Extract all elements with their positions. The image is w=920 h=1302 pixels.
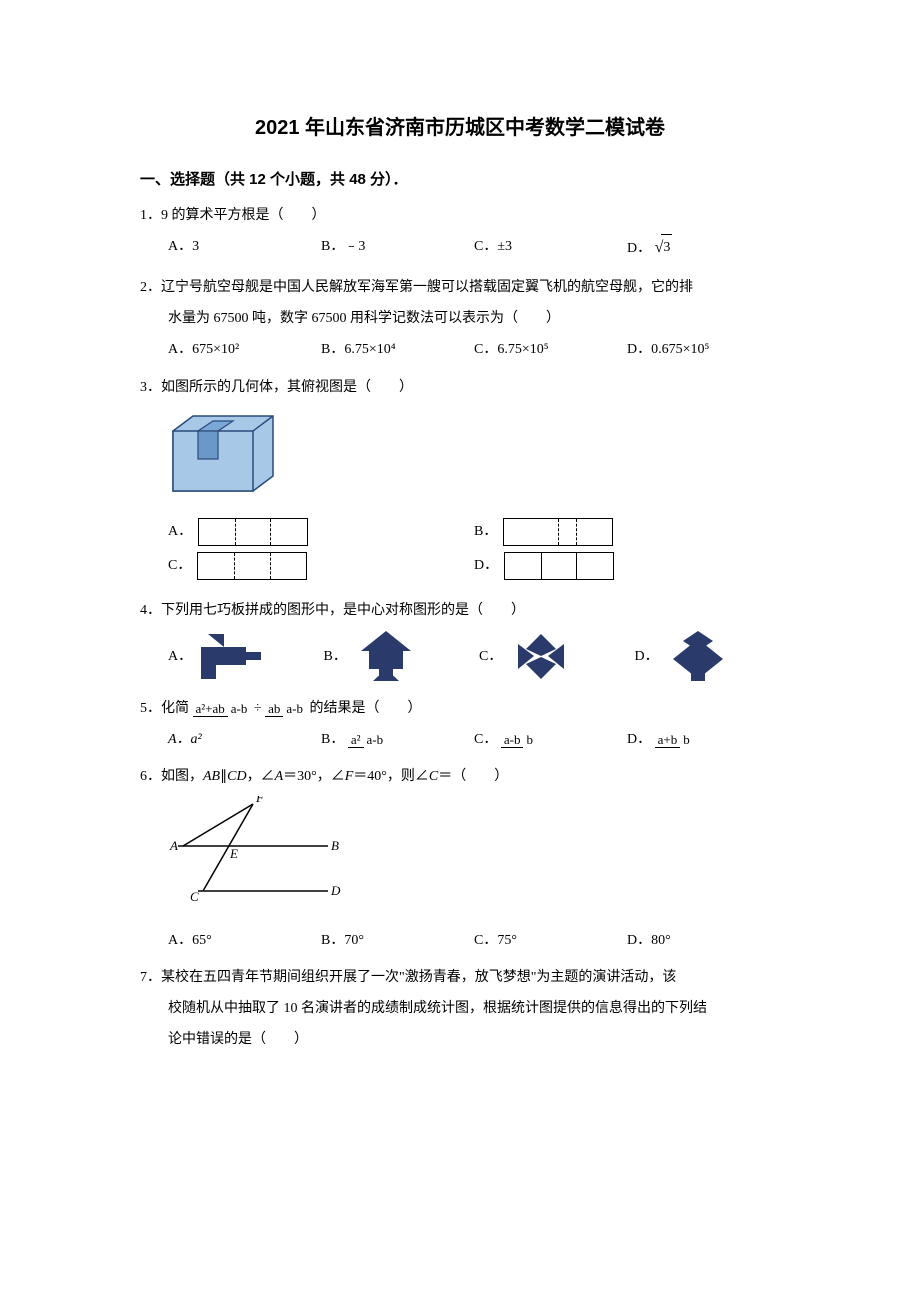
q6-option-c: C．75° xyxy=(474,928,627,953)
q4-option-b: B． xyxy=(324,629,470,684)
svg-text:F: F xyxy=(255,796,265,805)
q3-rect-a xyxy=(198,518,308,546)
q1-d-prefix: D． xyxy=(627,241,651,256)
q2-option-b: B．6.75×10⁴ xyxy=(321,337,474,362)
question-2: 2．辽宁号航空母舰是中国人民解放军海军第一艘可以搭载固定翼飞机的航空母舰，它的排… xyxy=(140,275,780,363)
q3-rect-c xyxy=(197,552,307,580)
q6-option-a: A．65° xyxy=(168,928,321,953)
q2-option-a: A．675×10² xyxy=(168,337,321,362)
question-6: 6．如图，AB∥CD，∠A＝30°，∠F＝40°，则∠C＝（ ） F A B E… xyxy=(140,764,780,953)
q4-option-d: D． xyxy=(635,629,781,684)
q3-rect-b xyxy=(503,518,613,546)
q4-option-a: A． xyxy=(168,629,314,684)
section-header: 一、选择题（共 12 个小题，共 48 分）． xyxy=(140,166,780,193)
q1-text: 1．9 的算术平方根是（ ） xyxy=(140,203,780,228)
question-5: 5．化简 a²+aba-b ÷ aba-b 的结果是（ ） A．a² B． a²… xyxy=(140,696,780,752)
q1-option-b: B．﹣3 xyxy=(321,234,474,263)
page-title: 2021 年山东省济南市历城区中考数学二模试卷 xyxy=(140,110,780,146)
tangram-b-icon xyxy=(351,629,421,684)
q1-option-a: A．3 xyxy=(168,234,321,263)
question-7: 7．某校在五四青年节期间组织开展了一次"激扬青春，放飞梦想"为主题的演讲活动，该… xyxy=(140,965,780,1053)
tangram-d-icon xyxy=(663,629,733,684)
q3-text: 3．如图所示的几何体，其俯视图是（ ） xyxy=(140,375,780,400)
svg-text:C: C xyxy=(190,889,199,904)
tangram-c-icon xyxy=(506,629,576,684)
q6-option-b: B．70° xyxy=(321,928,474,953)
q2-text: 2．辽宁号航空母舰是中国人民解放军海军第一艘可以搭载固定翼飞机的航空母舰，它的排 xyxy=(140,275,780,300)
q6-option-d: D．80° xyxy=(627,928,780,953)
question-4: 4．下列用七巧板拼成的图形中，是中心对称图形的是（ ） A． B． C． xyxy=(140,598,780,684)
q2-text2: 水量为 67500 吨，数字 67500 用科学记数法可以表示为（ ） xyxy=(140,306,780,331)
q7-text3: 论中错误的是（ ） xyxy=(140,1027,780,1052)
q3-option-a: A． xyxy=(168,518,474,546)
svg-text:B: B xyxy=(331,838,339,853)
q2-option-d: D．0.675×10⁵ xyxy=(627,337,780,362)
question-1: 1．9 的算术平方根是（ ） A．3 B．﹣3 C．±3 D． √3 xyxy=(140,203,780,263)
q7-text2: 校随机从中抽取了 10 名演讲者的成绩制成统计图，根据统计图提供的信息得出的下列… xyxy=(140,996,780,1021)
q5-option-a: A．a² xyxy=(168,727,321,752)
q5-option-d: D． a+bb xyxy=(627,727,780,752)
q3-option-b: B． xyxy=(474,518,780,546)
q3-rect-d xyxy=(504,552,614,580)
q2-option-c: C．6.75×10⁵ xyxy=(474,337,627,362)
q4-option-c: C． xyxy=(479,629,625,684)
tangram-a-icon xyxy=(196,629,266,684)
q1-option-c: C．±3 xyxy=(474,234,627,263)
svg-text:E: E xyxy=(229,846,238,861)
q6-figure: F A B E C D xyxy=(168,796,780,920)
q1-option-d: D． √3 xyxy=(627,234,780,263)
q3-option-d: D． xyxy=(474,552,780,580)
q5-text: 5．化简 a²+aba-b ÷ aba-b 的结果是（ ） xyxy=(140,696,780,721)
q3-solid-figure xyxy=(168,406,780,510)
q4-text: 4．下列用七巧板拼成的图形中，是中心对称图形的是（ ） xyxy=(140,598,780,623)
q6-text: 6．如图，AB∥CD，∠A＝30°，∠F＝40°，则∠C＝（ ） xyxy=(140,764,780,789)
q5-option-b: B． a²a-b xyxy=(321,727,474,752)
sqrt-icon: √3 xyxy=(655,234,673,263)
q5-option-c: C． a-bb xyxy=(474,727,627,752)
q3-option-c: C． xyxy=(168,552,474,580)
question-3: 3．如图所示的几何体，其俯视图是（ ） A． B． C． xyxy=(140,375,780,586)
svg-text:A: A xyxy=(169,838,178,853)
svg-text:D: D xyxy=(330,883,341,898)
q7-text: 7．某校在五四青年节期间组织开展了一次"激扬青春，放飞梦想"为主题的演讲活动，该 xyxy=(140,965,780,990)
